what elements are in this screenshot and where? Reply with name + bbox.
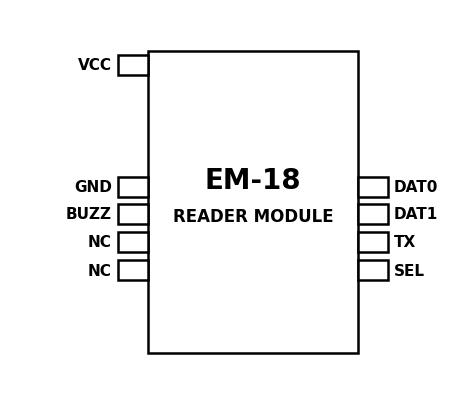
Text: VCC: VCC — [78, 58, 112, 73]
Bar — [118, 260, 148, 280]
Bar — [118, 56, 148, 76]
Bar — [118, 205, 148, 224]
Text: GND: GND — [74, 180, 112, 195]
Bar — [148, 52, 358, 353]
Text: TX: TX — [394, 235, 416, 250]
Bar — [358, 177, 388, 198]
Text: NC: NC — [88, 235, 112, 250]
Text: DAT1: DAT1 — [394, 207, 438, 222]
Text: SEL: SEL — [394, 263, 425, 278]
Bar — [358, 205, 388, 224]
Bar — [358, 232, 388, 252]
Text: DAT0: DAT0 — [394, 180, 438, 195]
Bar — [118, 177, 148, 198]
Text: READER MODULE: READER MODULE — [173, 207, 333, 226]
Bar — [358, 260, 388, 280]
Bar — [118, 232, 148, 252]
Text: NC: NC — [88, 263, 112, 278]
Text: EM-18: EM-18 — [205, 166, 301, 194]
Text: BUZZ: BUZZ — [66, 207, 112, 222]
